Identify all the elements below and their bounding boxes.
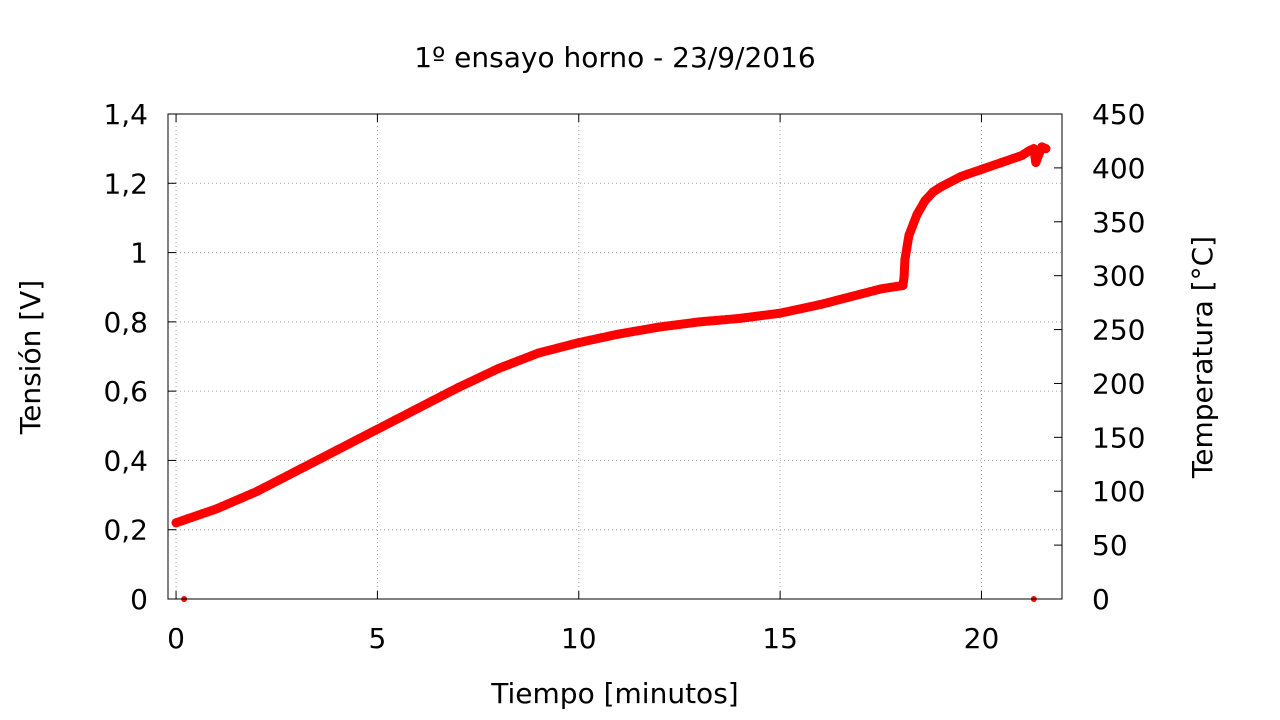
data-point — [775, 308, 785, 318]
y-axis-label: Tensión [V] — [14, 280, 47, 435]
y2-tick-label: 100 — [1092, 475, 1145, 508]
data-point — [1017, 151, 1027, 161]
data-point — [1029, 144, 1039, 154]
y2-tick-label: 150 — [1092, 421, 1145, 454]
x-axis-label: Tiempo [minutos] — [490, 677, 738, 710]
data-point — [171, 518, 181, 528]
data-point — [191, 511, 201, 521]
grid — [168, 113, 1062, 599]
data-point — [1041, 144, 1051, 154]
data-point — [654, 322, 664, 332]
data-point — [332, 445, 342, 455]
data-point — [912, 209, 922, 219]
data-point — [936, 182, 946, 192]
data-point — [898, 280, 908, 290]
y-tick-label: 0,4 — [103, 444, 148, 477]
y2-tick-label: 250 — [1092, 314, 1145, 347]
data-point — [899, 272, 909, 282]
ticks: 0 5 10 15 2000,20,40,60,811,21,4050100150200… — [103, 98, 1145, 655]
data-point — [292, 466, 302, 476]
series-line — [171, 142, 1051, 528]
data-point — [900, 255, 910, 264]
data-point — [252, 487, 262, 497]
data-point — [453, 383, 463, 393]
y2-tick-label: 450 — [1092, 98, 1145, 131]
data-point — [928, 187, 938, 197]
data-point — [904, 230, 914, 240]
data-point — [533, 348, 543, 358]
x-tick-label: 15 — [762, 622, 798, 655]
y-tick-label: 1 — [130, 237, 148, 270]
y-tick-label: 1,4 — [103, 98, 148, 131]
data-point — [413, 403, 423, 413]
data-point — [614, 329, 624, 339]
data-point — [695, 317, 705, 327]
data-points — [171, 142, 1051, 602]
x-tick-label: 0 — [167, 622, 185, 655]
chart-title: 1º ensayo horno - 23/9/2016 — [414, 41, 815, 74]
data-point — [920, 196, 930, 206]
data-point — [956, 171, 966, 181]
x-tick-label: 10 — [561, 622, 597, 655]
y2-tick-label: 0 — [1092, 583, 1110, 616]
y-tick-label: 1,2 — [103, 167, 148, 200]
y-tick-label: 0 — [130, 583, 148, 616]
x-tick-label: 20 — [964, 622, 1000, 655]
data-point — [976, 164, 986, 174]
data-point — [856, 289, 866, 299]
data-point — [815, 300, 825, 310]
data-point — [493, 364, 503, 374]
y-tick-label: 0,8 — [103, 306, 148, 339]
y-tick-label: 0,2 — [103, 514, 148, 547]
y-tick-label: 0,6 — [103, 375, 148, 408]
y2-tick-label: 50 — [1092, 529, 1128, 562]
data-point — [735, 313, 745, 323]
y2-tick-label: 300 — [1092, 260, 1145, 293]
plot-frame — [167, 113, 1063, 600]
data-point — [372, 424, 382, 434]
y2-tick-label: 350 — [1092, 206, 1145, 239]
data-point — [997, 158, 1007, 167]
data-point — [1031, 158, 1041, 167]
y2-tick-label: 400 — [1092, 152, 1145, 185]
y2-tick-label: 200 — [1092, 367, 1145, 400]
data-point — [574, 338, 584, 348]
data-point — [876, 284, 886, 294]
y2-axis-label: Temperatura [°C] — [1186, 236, 1219, 479]
data-point — [211, 504, 221, 514]
x-tick-label: 5 — [368, 622, 386, 655]
